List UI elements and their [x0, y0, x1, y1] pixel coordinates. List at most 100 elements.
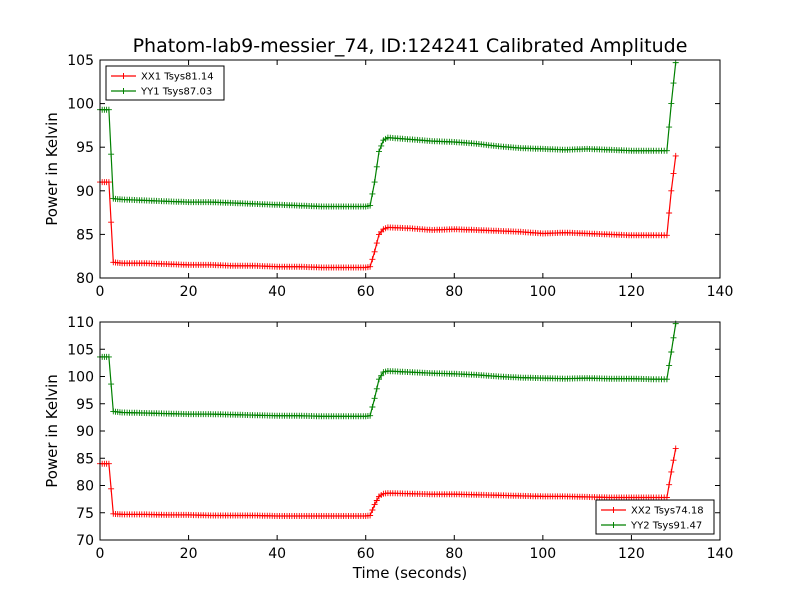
y-tick-label: 100 — [67, 97, 94, 113]
y-tick-label: 90 — [76, 184, 94, 200]
x-tick-label: 80 — [445, 546, 463, 562]
data-point-marker — [672, 59, 679, 66]
x-tick-label: 140 — [707, 284, 734, 300]
legend-box — [595, 499, 715, 535]
data-point-marker — [108, 219, 115, 226]
top-panel: 0 20 40 60 80 100 120 140 80 85 90 95 100 105 XX1 Tsys… — [67, 53, 733, 300]
data-point-marker — [670, 334, 677, 341]
data-point-marker — [663, 232, 670, 239]
series-1-1 — [97, 320, 679, 420]
y-tick-label: 105 — [67, 53, 94, 69]
series-0-1 — [97, 59, 679, 210]
data-point-marker — [108, 151, 115, 158]
data-point-marker — [666, 124, 673, 131]
y-tick-label: 95 — [76, 140, 94, 156]
legend-label: YY2 Tsys91.47 — [630, 521, 702, 532]
legend: XX2 Tsys74.18 YY2 Tsys91.47 — [595, 499, 715, 535]
x-tick-label: 40 — [268, 546, 286, 562]
x-tick-label: 0 — [96, 546, 105, 562]
y-tick-label: 85 — [76, 451, 94, 467]
data-point-marker — [371, 501, 378, 508]
y-tick-label: 90 — [76, 424, 94, 440]
data-point-marker — [373, 385, 380, 392]
data-point-marker — [369, 507, 376, 513]
data-point-marker — [672, 152, 679, 159]
data-point-marker — [105, 353, 112, 360]
legend-marker — [120, 88, 127, 94]
x-tick-label: 120 — [618, 546, 645, 562]
data-point-marker — [105, 460, 112, 467]
y-tick-label: 70 — [76, 533, 94, 549]
data-point-marker — [371, 395, 378, 402]
data-point-marker — [367, 412, 374, 419]
data-point-marker — [105, 106, 112, 113]
data-point-marker — [668, 100, 675, 107]
data-point-marker — [668, 187, 675, 194]
x-tick-label: 80 — [445, 284, 463, 300]
y-tick-label: 85 — [76, 227, 94, 243]
x-tick-label: 140 — [707, 546, 734, 562]
x-tick-label: 20 — [180, 284, 198, 300]
legend-label: YY1 Tsys87.03 — [140, 87, 212, 98]
series-line — [100, 155, 677, 269]
data-point-marker — [373, 240, 380, 247]
data-point-marker — [668, 349, 675, 355]
data-point-marker — [105, 179, 112, 186]
x-tick-label: 0 — [96, 284, 105, 300]
bottom-y-axis-label: Power in Kelvin — [43, 374, 61, 488]
data-point-marker — [670, 170, 677, 177]
data-point-marker — [108, 381, 115, 388]
x-tick-label: 120 — [618, 284, 645, 300]
data-point-marker — [670, 80, 677, 87]
data-point-marker — [666, 481, 673, 488]
data-point-marker — [367, 263, 374, 270]
x-tick-label: 100 — [529, 284, 556, 300]
x-tick-label: 40 — [268, 284, 286, 300]
series-0-0 — [97, 152, 679, 271]
y-tick-label: 75 — [76, 506, 94, 522]
data-point-marker — [373, 497, 380, 504]
legend: XX1 Tsys81.14 YY1 Tsys87.03 — [105, 65, 225, 101]
data-point-marker — [367, 512, 374, 519]
legend-label: XX1 Tsys81.14 — [141, 72, 214, 83]
axes-frame — [99, 59, 721, 279]
data-point-marker — [369, 190, 376, 197]
legend-box — [105, 65, 225, 101]
data-point-marker — [367, 202, 374, 209]
data-point-marker — [371, 248, 378, 255]
legend-marker — [610, 522, 617, 528]
data-point-marker — [672, 445, 679, 452]
y-tick-label: 110 — [67, 315, 94, 331]
y-tick-label: 95 — [76, 397, 94, 413]
data-point-marker — [666, 362, 673, 369]
legend-marker — [120, 73, 127, 79]
chart-title: Phatom-lab9-messier_74, ID:124241 Calibr… — [133, 35, 688, 57]
bottom-panel: 0 20 40 60 80 100 120 140 70 75 80 85 90 95 100 105 110 X… — [67, 315, 733, 562]
data-point-marker — [373, 163, 380, 170]
series-1-0 — [97, 445, 679, 519]
legend-label: XX2 Tsys74.18 — [631, 506, 704, 517]
data-point-marker — [108, 485, 115, 492]
y-tick-label: 80 — [76, 271, 94, 287]
data-point-marker — [369, 404, 376, 410]
top-y-axis-label: Power in Kelvin — [43, 112, 61, 226]
y-tick-label: 100 — [67, 370, 94, 386]
y-tick-label: 80 — [76, 479, 94, 495]
data-point-marker — [376, 376, 382, 383]
data-point-marker — [369, 256, 376, 263]
data-point-marker — [663, 376, 670, 383]
x-axis-label: Time (seconds) — [352, 564, 468, 582]
series-line — [100, 448, 677, 517]
x-tick-label: 60 — [357, 546, 375, 562]
data-point-marker — [378, 372, 385, 379]
legend-marker — [610, 507, 617, 513]
data-point-marker — [371, 179, 378, 186]
data-point-marker — [668, 468, 675, 475]
data-point-marker — [376, 148, 382, 155]
x-tick-label: 100 — [529, 546, 556, 562]
y-tick-label: 105 — [67, 342, 94, 358]
data-point-marker — [670, 457, 677, 464]
x-tick-label: 20 — [180, 546, 198, 562]
